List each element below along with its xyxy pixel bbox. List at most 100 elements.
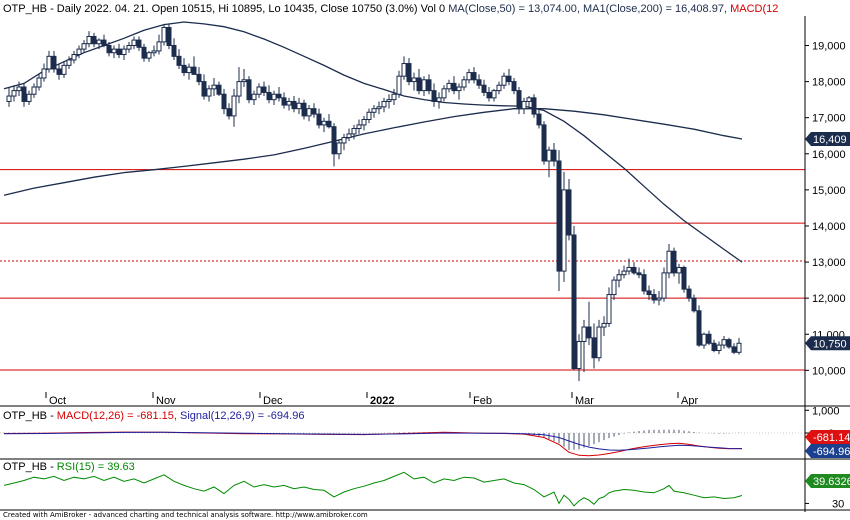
- candle-body-down: [261, 86, 267, 93]
- candle-body-up: [371, 108, 377, 113]
- candle-body-up: [626, 266, 632, 272]
- candle-118: [596, 319, 602, 362]
- price-tick-label: 19,000: [812, 41, 846, 53]
- candle-body-down: [641, 274, 647, 292]
- candle-88: [446, 79, 452, 93]
- candle-20: [106, 41, 112, 57]
- candle-body-up: [501, 75, 507, 86]
- candle-103: [521, 97, 527, 115]
- candle-body-down: [711, 342, 717, 351]
- candle-body-up: [616, 274, 622, 281]
- candle-124: [626, 258, 632, 275]
- candle-143: [721, 336, 727, 349]
- ma200-readout: MA1(Close,200) = 16,408.97,: [583, 3, 730, 15]
- candle-134: [676, 263, 682, 284]
- candle-body-down: [591, 337, 597, 359]
- candle-2: [16, 81, 22, 97]
- candle-31: [161, 23, 167, 46]
- candle-body-up: [66, 59, 72, 66]
- candle-55: [281, 92, 287, 109]
- candle-body-down: [406, 63, 412, 83]
- candle-body-up: [306, 108, 312, 117]
- candle-6: [36, 74, 42, 91]
- candle-body-down: [301, 102, 307, 117]
- macd-header: OTP_HB - MACD(12,26) = -681.15, Signal(1…: [3, 410, 304, 422]
- value-tag-label: 16,409: [813, 134, 847, 146]
- candle-body-up: [71, 54, 77, 61]
- candle-146: [736, 337, 742, 355]
- candle-37: [191, 56, 197, 75]
- candle-77: [391, 88, 397, 106]
- candle-32: [166, 23, 172, 50]
- candle-95: [481, 79, 487, 97]
- candle-body-down: [481, 84, 487, 93]
- price-tick-label: 16,000: [812, 149, 846, 161]
- candle-15: [81, 40, 87, 53]
- candle-127: [641, 269, 647, 295]
- price-header-main: OTP_HB - Daily 2022. 04. 21. Open 10515,…: [3, 3, 448, 15]
- candle-96: [486, 87, 492, 102]
- candle-body-down: [566, 189, 572, 236]
- candle-body-down: [726, 339, 732, 348]
- candle-body-up: [6, 95, 12, 102]
- candle-114: [576, 334, 582, 382]
- candle-body-down: [181, 64, 187, 74]
- candle-138: [696, 305, 702, 347]
- candle-body-down: [516, 90, 522, 110]
- candle-66: [336, 139, 342, 160]
- value-tag-label: 39.6326: [813, 476, 850, 488]
- candle-109: [551, 142, 557, 167]
- rsi-panel: [3, 471, 743, 507]
- candle-body-up: [381, 100, 387, 108]
- candle-body-up: [96, 39, 102, 45]
- candle-body-up: [251, 93, 257, 101]
- candle-body-up: [231, 95, 237, 117]
- candle-89: [451, 76, 457, 95]
- candle-87: [441, 85, 447, 102]
- candle-body-up: [596, 326, 602, 359]
- candle-body-down: [646, 290, 652, 296]
- candle-body-up: [356, 124, 362, 130]
- price-tick-label: 17,000: [812, 113, 846, 125]
- candle-36: [186, 63, 192, 80]
- candle-56: [286, 97, 292, 111]
- candle-body-up: [401, 63, 407, 77]
- value-tag-shape: [805, 132, 850, 147]
- candle-body-down: [471, 72, 477, 81]
- candle-body-up: [391, 93, 397, 101]
- candle-125: [631, 262, 637, 275]
- candle-body-down: [556, 160, 562, 272]
- macd-title-prefix: OTP_HB -: [3, 410, 57, 422]
- candle-117: [591, 323, 597, 369]
- candle-43: [221, 88, 227, 115]
- x-tick-label-2022: 2022: [370, 395, 394, 407]
- candle-137: [691, 294, 697, 313]
- candle-112: [566, 179, 572, 241]
- candle-91: [461, 76, 467, 91]
- candle-body-down: [696, 310, 702, 346]
- candle-47: [241, 68, 247, 88]
- candle-body-down: [416, 77, 422, 92]
- candle-16: [86, 31, 92, 48]
- candle-body-down: [311, 108, 317, 115]
- candle-23: [121, 45, 127, 60]
- candle-body-up: [346, 133, 352, 139]
- candle-body-up: [676, 266, 682, 274]
- price-value-tag-0: 16,409: [805, 132, 850, 147]
- price-tick-label: 18,000: [812, 77, 846, 89]
- candle-body-down: [326, 120, 332, 128]
- candle-body-down: [51, 55, 57, 70]
- candle-97: [491, 88, 497, 102]
- rsi-value-label: RSI(15) = 39.63: [57, 461, 135, 473]
- price-tick-label: 15,000: [812, 185, 846, 197]
- candle-78: [396, 70, 402, 98]
- candle-body-up: [396, 75, 402, 95]
- candle-48: [246, 76, 252, 104]
- candle-body-up: [76, 48, 82, 56]
- candle-body-up: [376, 106, 382, 110]
- candle-82: [416, 68, 422, 95]
- candle-130: [656, 290, 662, 306]
- candle-body-down: [201, 81, 207, 97]
- candle-body-down: [586, 326, 592, 339]
